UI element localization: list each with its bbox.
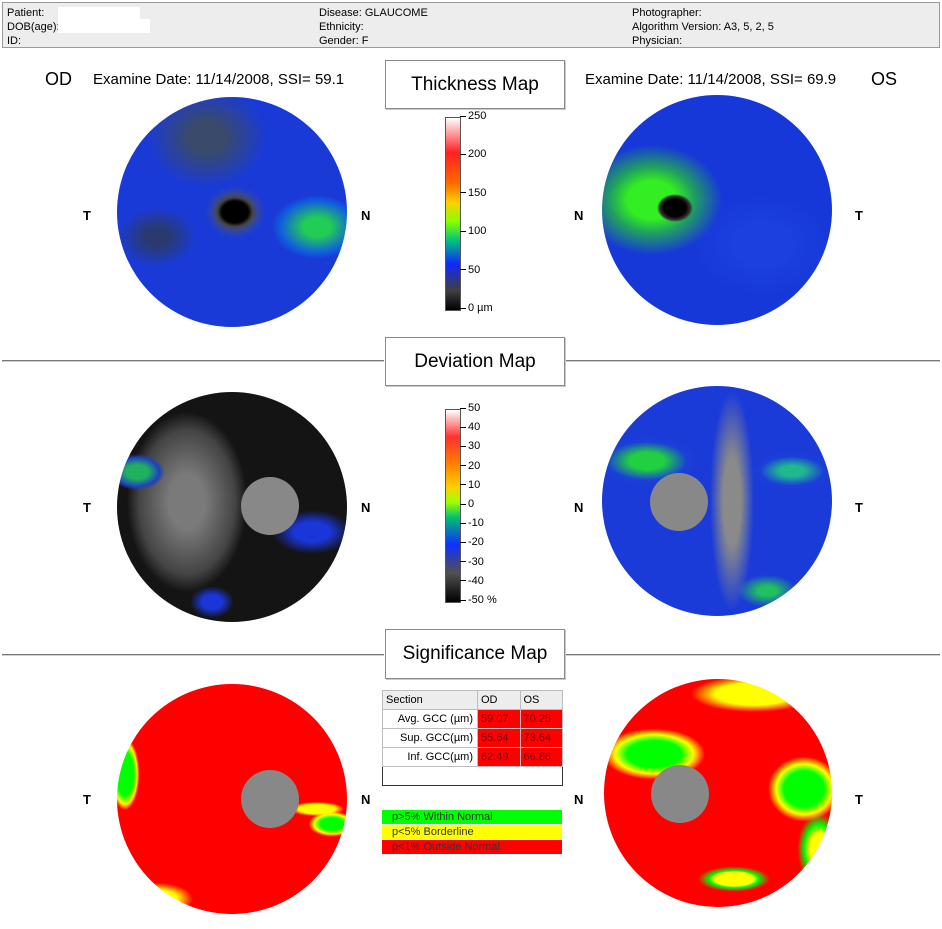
- gender-label: Gender: F: [319, 35, 369, 47]
- scale-tick-label: 0 µm: [460, 302, 493, 314]
- divider-line: [565, 654, 940, 656]
- od-significance-temporal-label: T: [83, 792, 91, 807]
- table-empty-row: [383, 767, 563, 786]
- table-header-od: OD: [477, 690, 521, 710]
- table-header-os: OS: [519, 690, 563, 710]
- redacted-patient: [58, 7, 140, 19]
- algorithm-label: Algorithm Version: A3, 5, 2, 5: [632, 21, 774, 33]
- scale-tick-label: 10: [460, 479, 480, 491]
- table-cell-os: 66.86: [519, 747, 563, 767]
- table-row: Sup. GCC(µm) 55.64 73.64: [382, 728, 563, 748]
- significance-map-title: Significance Map: [385, 629, 565, 679]
- od-deviation-optic-disc: [241, 477, 299, 535]
- scale-tick-label: 50: [460, 264, 480, 276]
- redacted-dob: [58, 19, 150, 33]
- os-significance-nasal-label: N: [574, 792, 584, 807]
- od-thickness-map: [117, 97, 347, 327]
- scale-tick-label: 150: [460, 187, 486, 199]
- os-thickness-nasal-label: N: [574, 208, 584, 223]
- table-header-section: Section: [382, 690, 478, 710]
- os-eye-label: OS: [871, 69, 898, 89]
- os-deviation-optic-disc: [650, 473, 708, 531]
- table-cell-od: 62.49: [477, 747, 521, 767]
- od-significance-map: [117, 684, 347, 914]
- os-significance-map: [604, 679, 832, 907]
- physician-label: Physician:: [632, 35, 683, 47]
- disease-label: Disease: GLAUCOME: [319, 7, 428, 19]
- id-label: ID:: [7, 35, 22, 47]
- os-exam-info: Examine Date: 11/14/2008, SSI= 69.9: [585, 71, 837, 88]
- od-deviation-temporal-label: T: [83, 500, 91, 515]
- ethnicity-label: Ethnicity:: [319, 21, 364, 33]
- divider-line: [2, 654, 384, 656]
- scale-tick-label: 30: [460, 440, 480, 452]
- od-exam-info: Examine Date: 11/14/2008, SSI= 59.1: [93, 71, 345, 88]
- legend-within-normal: p>5% Within Normal: [382, 810, 562, 824]
- scale-tick-label: -20: [460, 536, 484, 548]
- os-thickness-map: [602, 95, 832, 325]
- photographer-label: Photographer:: [632, 7, 702, 19]
- table-row-label: Inf. GCC(µm): [382, 747, 478, 767]
- scale-tick-label: 200: [460, 148, 486, 160]
- od-thickness-nasal-label: N: [361, 208, 371, 223]
- table-cell-od: 59.07: [477, 709, 521, 729]
- table-cell-od: 55.64: [477, 728, 521, 748]
- scale-tick-label: -50 %: [460, 594, 497, 606]
- scale-tick-label: 20: [460, 460, 480, 472]
- od-significance-optic-disc: [241, 770, 299, 828]
- patient-label: Patient:: [7, 7, 45, 19]
- scale-tick-label: -30: [460, 556, 484, 568]
- table-header-row: Section OD OS: [382, 690, 563, 710]
- deviation-colorbar: [445, 409, 461, 603]
- scale-tick-label: 50: [460, 402, 480, 414]
- scale-tick-label: 40: [460, 421, 480, 433]
- os-significance-temporal-label: T: [855, 792, 863, 807]
- table-row-label: Sup. GCC(µm): [382, 728, 478, 748]
- od-eye-label: OD: [45, 69, 72, 89]
- od-deviation-nasal-label: N: [361, 500, 371, 515]
- table-row: Avg. GCC (µm) 59.07 70.25: [382, 709, 563, 729]
- table-spacer: [383, 767, 563, 786]
- od-deviation-map: [117, 392, 347, 622]
- scale-tick-label: -10: [460, 517, 484, 529]
- od-significance-nasal-label: N: [361, 792, 371, 807]
- thickness-map-title: Thickness Map: [385, 60, 565, 109]
- deviation-map-title: Deviation Map: [385, 337, 565, 386]
- os-significance-optic-disc: [651, 765, 709, 823]
- divider-line: [565, 360, 940, 362]
- os-deviation-temporal-label: T: [855, 500, 863, 515]
- table-cell-os: 73.64: [519, 728, 563, 748]
- legend-outside-normal: p<1% Outside Normal: [382, 840, 562, 854]
- scale-tick-label: 0: [460, 498, 474, 510]
- patient-info-header: Patient: DOB(age): ID: Disease: GLAUCOME…: [2, 2, 940, 48]
- scale-tick-label: -40: [460, 575, 484, 587]
- divider-line: [2, 360, 384, 362]
- dob-label: DOB(age):: [7, 21, 60, 33]
- os-deviation-map: [602, 386, 832, 616]
- os-deviation-nasal-label: N: [574, 500, 584, 515]
- table-row-label: Avg. GCC (µm): [382, 709, 478, 729]
- table-row: Inf. GCC(µm) 62.49 66.86: [382, 747, 563, 767]
- od-thickness-temporal-label: T: [83, 208, 91, 223]
- scale-tick-label: 100: [460, 225, 486, 237]
- gcc-section-table: Section OD OS Avg. GCC (µm) 59.07 70.25 …: [382, 690, 563, 786]
- scale-tick-label: 250: [460, 110, 486, 122]
- thickness-colorbar: [445, 117, 461, 311]
- os-thickness-temporal-label: T: [855, 208, 863, 223]
- table-cell-os: 70.25: [519, 709, 563, 729]
- legend-borderline: p<5% Borderline: [382, 825, 562, 839]
